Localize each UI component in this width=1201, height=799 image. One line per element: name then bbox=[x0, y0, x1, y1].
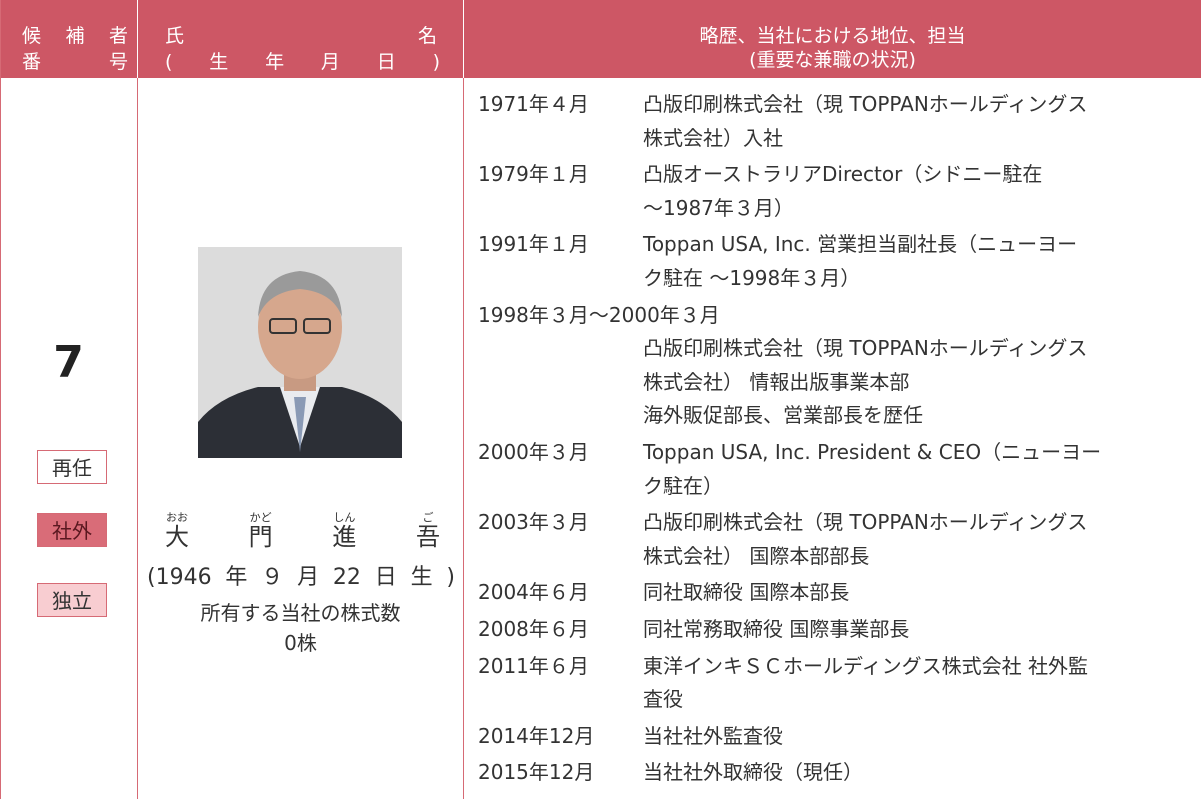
career-text: 株式会社） 国際本部部長 bbox=[643, 543, 870, 568]
shares-label: 所有する当社の株式数 bbox=[200, 601, 401, 625]
career-text: Toppan USA, Inc. President & CEO（ニューヨー bbox=[643, 440, 1102, 464]
career-text: ～1987年３月） bbox=[643, 195, 794, 220]
career-text: 株式会社）入社 bbox=[643, 125, 783, 150]
career-date: 2015年12月 bbox=[478, 760, 595, 785]
career-text: 凸版オーストラリアDirector（シドニー駐在 bbox=[643, 162, 1043, 187]
name-kanji: 進 bbox=[332, 523, 357, 551]
career-date: 2008年６月 bbox=[478, 617, 589, 641]
header-career: (重要な兼職の状況) bbox=[749, 49, 916, 71]
candidate-number: 7 bbox=[53, 337, 84, 388]
name-char: しん進 bbox=[324, 511, 364, 550]
header-row bbox=[0, 0, 1201, 78]
career-date: 1971年４月 bbox=[478, 92, 589, 116]
badge: 独立 bbox=[37, 583, 107, 617]
header-name: 名 bbox=[418, 25, 438, 47]
career-text: 凸版印刷株式会社（現 TOPPANホールディングス bbox=[643, 510, 1088, 535]
ruby-text: おお bbox=[166, 511, 188, 524]
name-char: かど門 bbox=[241, 511, 281, 550]
header-divider bbox=[137, 0, 138, 78]
header-name: 氏 bbox=[165, 25, 185, 47]
career-text: 凸版印刷株式会社（現 TOPPANホールディングス bbox=[643, 92, 1088, 116]
career-text: 東洋インキＳＣホールディングス株式会社 社外監 bbox=[643, 653, 1088, 678]
career-text: 凸版印刷株式会社（現 TOPPANホールディングス bbox=[643, 336, 1088, 361]
badge: 社外 bbox=[37, 513, 107, 547]
career-text: Toppan USA, Inc. 営業担当副社長（ニューヨー bbox=[643, 232, 1078, 257]
ruby-text: しん bbox=[333, 511, 356, 524]
header-birth: (生年月日) bbox=[165, 51, 440, 73]
border bbox=[0, 0, 1, 799]
career-text: ク駐在） bbox=[643, 473, 723, 498]
career-text: ク駐在 ～1998年３月） bbox=[643, 266, 861, 290]
career-text: 当社社外監査役 bbox=[643, 723, 783, 748]
ruby-text: かど bbox=[249, 511, 272, 524]
header-number: 番号 bbox=[22, 51, 128, 73]
border bbox=[463, 0, 464, 799]
name-kanji: 門 bbox=[248, 523, 273, 551]
career-date: 1991年１月 bbox=[478, 232, 589, 257]
header-career: 略歴、当社における地位、担当 bbox=[699, 25, 966, 47]
name-char: ご吾 bbox=[408, 511, 448, 550]
border bbox=[137, 0, 138, 799]
header-number: 候補者 bbox=[22, 25, 128, 47]
career-date: 1979年１月 bbox=[478, 162, 589, 187]
career-date: 2004年６月 bbox=[478, 580, 589, 605]
career-text: 同社常務取締役 国際事業部長 bbox=[643, 617, 910, 641]
career-text: 株式会社） 情報出版事業本部 bbox=[643, 369, 910, 394]
ruby-text: ご bbox=[422, 511, 434, 524]
career-date: 2000年３月 bbox=[478, 440, 589, 464]
portrait-photo bbox=[198, 247, 402, 458]
shares-count: 0株 bbox=[284, 631, 317, 655]
career-text: 査役 bbox=[643, 687, 683, 712]
career-date: 2003年３月 bbox=[478, 510, 589, 535]
career-date: 1998年３月～2000年３月 bbox=[478, 302, 720, 327]
career-text: 同社取締役 国際本部長 bbox=[643, 580, 850, 605]
header-divider bbox=[463, 0, 464, 78]
name-kanji: 吾 bbox=[416, 523, 440, 551]
name-char: おお大 bbox=[157, 511, 197, 550]
career-text: 当社社外取締役（現任） bbox=[643, 760, 863, 785]
career-text: 海外販促部長、営業部長を歴任 bbox=[643, 403, 923, 428]
birth-date: (1946年９月22日生) bbox=[147, 565, 455, 590]
career-date: 2011年６月 bbox=[478, 653, 589, 678]
career-date: 2014年12月 bbox=[478, 723, 595, 748]
badge: 再任 bbox=[37, 450, 107, 484]
name-kanji: 大 bbox=[165, 523, 189, 551]
